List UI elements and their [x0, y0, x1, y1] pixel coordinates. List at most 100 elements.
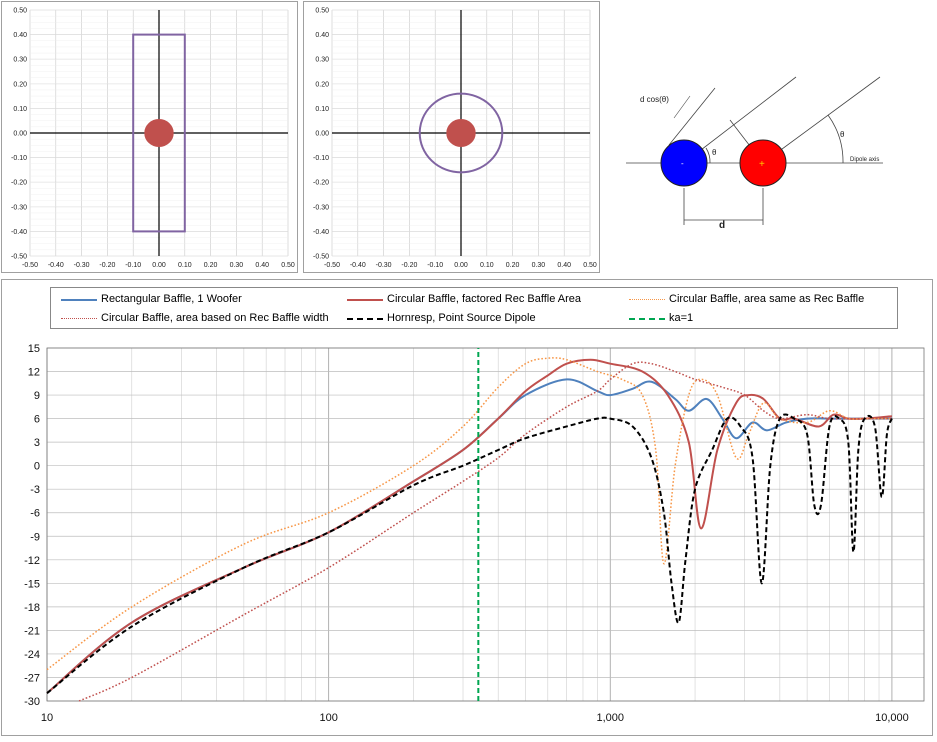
rect-y-tick-label: -0.10: [11, 155, 27, 162]
circ-x-tick-label: -0.20: [401, 262, 417, 269]
resp-x-tick-label: 10: [41, 712, 53, 724]
rect-x-tick-label: 0.40: [255, 262, 269, 269]
theta-arc-left: [705, 147, 711, 164]
theta-label-right: θ: [840, 130, 845, 139]
rect-baffle-rectangle: [132, 33, 186, 233]
rect-y-tick-label: 0.40: [13, 32, 27, 39]
dipole-diagram: - + d cos(θ) θ θ Dipole axis d: [618, 70, 918, 240]
rect-y-tick-label: -0.50: [11, 254, 27, 261]
dipole-axis-label: Dipole axis: [850, 157, 879, 163]
legend-swatch-5: [347, 318, 383, 320]
red-speaker-circle: [739, 139, 787, 187]
rect-x-tick-label: -0.10: [125, 262, 141, 269]
circ-x-tick-label: -0.10: [427, 262, 443, 269]
rect-y-tick-label: 0.50: [13, 8, 27, 15]
resp-x-tick-label: 10,000: [875, 712, 909, 724]
baffle-circ-chart: 0.50 0.40 0.30 0.20 0.10 0.00 -0.10 -0.20 -0.30 -…: [303, 1, 600, 273]
dcos-label: d cos(θ): [640, 95, 669, 104]
circ-x-tick-label: 0.20: [506, 262, 520, 269]
resp-y-tick-label: -24: [24, 649, 40, 661]
resp-y-tick-label: 15: [28, 343, 40, 355]
circ-y-tick-label: -0.30: [313, 204, 329, 211]
circ-y-tick-label: 0.10: [315, 106, 329, 113]
circ-y-tick-label: -0.40: [313, 229, 329, 236]
resp-y-tick-label: 3: [34, 437, 40, 449]
minus-sign: -: [681, 159, 684, 168]
rect-x-tick-label: 0.50: [281, 262, 295, 269]
theta-label-left: θ: [712, 148, 717, 157]
baffle-rect-svg: 0.50 0.40 0.30 0.20 0.10 0.00 -0.10 -0.20 -0.30 -…: [11, 8, 295, 270]
rect-x-tick-label: 0.20: [204, 262, 218, 269]
circ-x-tick-label: 0.40: [557, 262, 571, 269]
circ-y-tick-label: -0.10: [313, 155, 329, 162]
baffle-circ-svg: 0.50 0.40 0.30 0.20 0.10 0.00 -0.10 -0.20 -0.30 -…: [313, 8, 597, 270]
circ-y-tick-label: 0.00: [315, 131, 329, 138]
resp-y-tick-label: -9: [30, 531, 40, 543]
legend-swatch-6: [629, 318, 665, 320]
dipole-diagram-svg: - + d cos(θ) θ θ Dipole axis d: [626, 76, 883, 231]
ray-line-left: [683, 76, 797, 164]
series-line-3: [46, 357, 892, 671]
rect-x-tick-label: 0.00: [152, 262, 166, 269]
theta-arc-right: [827, 114, 844, 164]
resp-y-tick-label: 9: [34, 390, 40, 402]
rect-y-tick-label: -0.40: [11, 229, 27, 236]
legend-label-5: Hornresp, Point Source Dipole: [387, 312, 536, 324]
resp-y-tick-label: -3: [30, 484, 40, 496]
rect-x-tick-label: 0.10: [178, 262, 192, 269]
dcos-dim-line: [668, 87, 716, 146]
resp-plot-frame: [46, 347, 925, 702]
chart-legend: Rectangular Baffle, 1 Woofer Circular Baf…: [50, 287, 898, 329]
series-line-2: [46, 358, 892, 694]
rect-x-tick-label: -0.20: [99, 262, 115, 269]
legend-swatch-1: [61, 299, 97, 301]
series-line-4: [78, 361, 892, 702]
resp-y-tick-label: -12: [24, 555, 40, 567]
rect-x-tick-label: -0.30: [74, 262, 90, 269]
circ-x-tick-label: 0.50: [583, 262, 597, 269]
circ-x-tick-label: -0.40: [350, 262, 366, 269]
circ-y-tick-label: 0.30: [315, 57, 329, 64]
ray-line-right: [762, 76, 881, 164]
circ-x-tick-label: -0.30: [376, 262, 392, 269]
resp-y-tick-label: -27: [24, 672, 40, 684]
rect-woofer-disc: [144, 118, 174, 148]
circ-x-tick-label: 0.10: [480, 262, 494, 269]
legend-label-6: ka=1: [669, 312, 694, 324]
circ-y-tick-label: -0.20: [313, 180, 329, 187]
resp-y-tick-label: -15: [24, 578, 40, 590]
circ-x-tick-label: 0.00: [454, 262, 468, 269]
rect-x-tick-label: -0.40: [48, 262, 64, 269]
legend-label-1: Rectangular Baffle, 1 Woofer: [101, 293, 242, 305]
legend-swatch-4: [61, 318, 97, 319]
resp-y-tick-label: 0: [34, 461, 40, 473]
resp-x-tick-label: 1,000: [597, 712, 625, 724]
circ-y-tick-label: -0.50: [313, 254, 329, 261]
series-line-5: [46, 413, 893, 694]
resp-y-tick-label: 12: [28, 367, 40, 379]
resp-y-tick-label: -30: [24, 696, 40, 708]
legend-label-2: Circular Baffle, factored Rec Baffle Are…: [387, 293, 582, 305]
circ-baffle-circle: [418, 92, 504, 174]
rect-y-tick-label: 0.30: [13, 57, 27, 64]
resp-y-tick-label: -21: [24, 625, 40, 637]
rect-y-tick-label: 0.00: [13, 131, 27, 138]
resp-x-tick-label: 100: [319, 712, 337, 724]
circ-woofer-disc: [446, 118, 476, 148]
baffle-rect-chart: 0.50 0.40 0.30 0.20 0.10 0.00 -0.10 -0.20 -0.30 -…: [1, 1, 298, 273]
rect-y-tick-label: 0.10: [13, 106, 27, 113]
response-chart: 15 12 9 6 3 0 -3 -6 -9 -12 -15 -18 -21 -24 -27 -30 10 100…: [1, 279, 933, 736]
resp-y-tick-label: -6: [30, 508, 40, 520]
blue-speaker-circle: [660, 139, 708, 187]
rect-y-tick-label: -0.30: [11, 204, 27, 211]
legend-label-3: Circular Baffle, area same as Rec Baffle: [669, 293, 865, 305]
rect-x-tick-label: 0.30: [230, 262, 244, 269]
legend-label-4: Circular Baffle, area based on Rec Baffl…: [101, 312, 329, 324]
circ-y-tick-label: 0.40: [315, 32, 329, 39]
plus-sign: +: [759, 159, 765, 170]
rect-x-tick-label: -0.50: [22, 262, 38, 269]
d-label: d: [719, 220, 725, 231]
legend-swatch-3: [629, 299, 665, 300]
rect-y-tick-label: -0.20: [11, 180, 27, 187]
